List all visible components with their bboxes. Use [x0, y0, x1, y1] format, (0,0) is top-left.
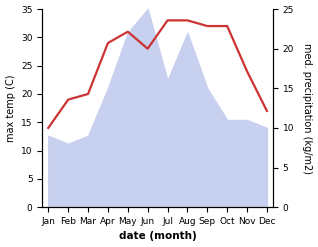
Y-axis label: max temp (C): max temp (C) [5, 74, 16, 142]
Y-axis label: med. precipitation (kg/m2): med. precipitation (kg/m2) [302, 43, 313, 174]
X-axis label: date (month): date (month) [119, 231, 197, 242]
